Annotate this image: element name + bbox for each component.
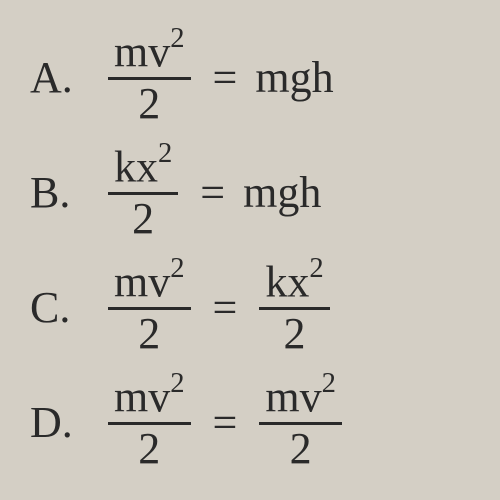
option-letter: A. — [30, 56, 86, 100]
numerator: mv2 — [108, 374, 191, 425]
lhs-fraction: mv2 2 — [108, 29, 191, 126]
denominator: 2 — [284, 425, 318, 471]
option-letter: B. — [30, 171, 86, 215]
numerator: mv2 — [108, 29, 191, 80]
equals-sign: = — [213, 56, 238, 100]
option-d: D. mv2 2 = mv2 2 — [30, 374, 470, 471]
rhs-plain: mgh — [243, 171, 321, 215]
equals-sign: = — [213, 286, 238, 330]
numerator: kx2 — [108, 144, 178, 195]
lhs-fraction: mv2 2 — [108, 259, 191, 356]
rhs-fraction: mv2 2 — [259, 374, 342, 471]
option-c: C. mv2 2 = kx2 2 — [30, 259, 470, 356]
equation: kx2 2 = mgh — [104, 144, 321, 241]
equation: mv2 2 = mv2 2 — [104, 374, 346, 471]
denominator: 2 — [132, 425, 166, 471]
option-letter: C. — [30, 286, 86, 330]
lhs-fraction: mv2 2 — [108, 374, 191, 471]
option-letter: D. — [30, 401, 86, 445]
equation: mv2 2 = kx2 2 — [104, 259, 334, 356]
equals-sign: = — [200, 171, 225, 215]
numerator: mv2 — [259, 374, 342, 425]
lhs-fraction: kx2 2 — [108, 144, 178, 241]
numerator: mv2 — [108, 259, 191, 310]
option-a: A. mv2 2 = mgh — [30, 29, 470, 126]
option-b: B. kx2 2 = mgh — [30, 144, 470, 241]
equals-sign: = — [213, 401, 238, 445]
denominator: 2 — [278, 310, 312, 356]
denominator: 2 — [132, 310, 166, 356]
equation: mv2 2 = mgh — [104, 29, 334, 126]
numerator: kx2 — [259, 259, 329, 310]
denominator: 2 — [132, 80, 166, 126]
denominator: 2 — [126, 195, 160, 241]
rhs-fraction: kx2 2 — [259, 259, 329, 356]
rhs-plain: mgh — [255, 56, 333, 100]
